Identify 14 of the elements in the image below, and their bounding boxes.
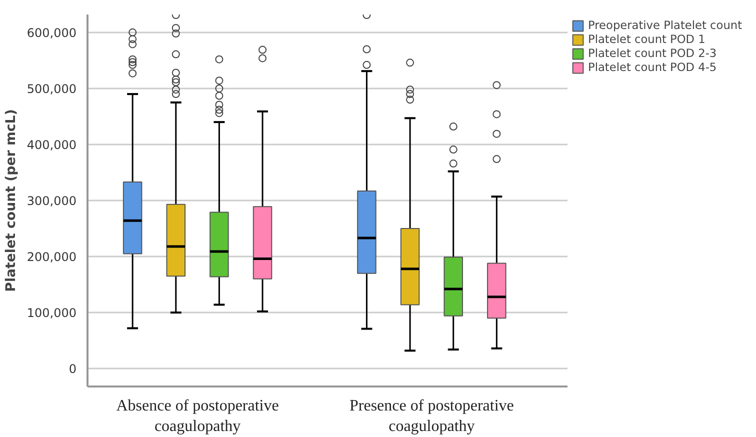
- legend-label: Preoperative Platelet count: [588, 18, 742, 32]
- x-tick-label: Absence of postoperative coagulopathy: [116, 398, 279, 435]
- y-tick-label: 400,000: [26, 138, 76, 152]
- y-tick-label: 300,000: [26, 194, 76, 208]
- y-tick-label: 200,000: [26, 250, 76, 264]
- y-tick-label: 500,000: [26, 82, 76, 96]
- legend-label: Platelet count POD 1: [588, 32, 706, 46]
- y-tick-label: 100,000: [26, 306, 76, 320]
- y-tick-label: 0: [68, 362, 77, 376]
- x-tick-label: Presence of postoperative coagulopathy: [350, 398, 514, 435]
- legend-label: Platelet count POD 2-3: [588, 46, 717, 60]
- legend-label: Platelet count POD 4-5: [588, 60, 717, 74]
- y-axis-title: Platelet count (per mcL): [4, 109, 19, 292]
- y-tick-label: 600,000: [26, 26, 76, 40]
